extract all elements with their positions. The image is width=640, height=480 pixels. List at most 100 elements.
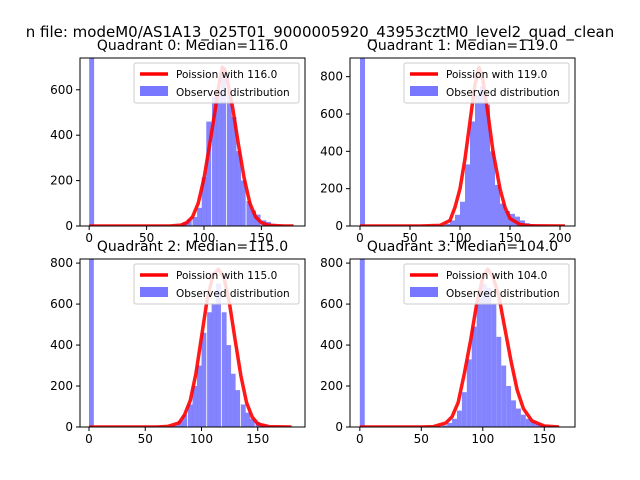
legend-entry-fit: Poission with 104.0 bbox=[446, 270, 547, 282]
y-tick-label: 0 bbox=[335, 219, 343, 233]
hist-bar bbox=[480, 86, 485, 226]
x-tick-label: 50 bbox=[139, 231, 154, 245]
plot-area bbox=[89, 259, 292, 427]
legend-bar-swatch bbox=[140, 287, 168, 297]
hist-bar bbox=[226, 89, 232, 226]
axes-frame bbox=[79, 258, 306, 428]
y-tick-label: 600 bbox=[50, 297, 73, 311]
legend-box bbox=[133, 62, 300, 104]
x-tick-label: 100 bbox=[449, 231, 472, 245]
hist-bar bbox=[211, 304, 217, 427]
y-tick-label: 400 bbox=[320, 338, 343, 352]
y-tick-label: 200 bbox=[320, 379, 343, 393]
hist-bar bbox=[470, 121, 475, 226]
hist-bar bbox=[450, 220, 455, 226]
x-tick-label: 0 bbox=[356, 231, 364, 245]
legend: Poission with 116.0 Observed distribution bbox=[133, 62, 300, 104]
y-tick-label: 0 bbox=[65, 219, 73, 233]
x-tick-label: 0 bbox=[85, 432, 93, 446]
legend-box bbox=[403, 263, 570, 305]
hist-bar bbox=[491, 304, 497, 427]
subplot-title: Quadrant 2: Median=115.0 bbox=[97, 239, 288, 255]
hist-bar bbox=[506, 386, 512, 427]
legend-entry-hist: Observed distribution bbox=[446, 288, 560, 300]
hist-bar bbox=[212, 96, 217, 226]
y-tick-label: 200 bbox=[320, 182, 343, 196]
y-tick-label: 400 bbox=[320, 144, 343, 158]
hist-bar bbox=[207, 312, 212, 427]
hist-bar bbox=[505, 211, 510, 226]
hist-bar bbox=[192, 386, 198, 427]
hist-bar bbox=[249, 418, 255, 427]
y-tick-label: 400 bbox=[50, 338, 73, 352]
subplot-quadrant-1: 0 50 100 150 200 0 200 400 600 800 Quadrant 1: Med… bbox=[320, 38, 576, 245]
legend-bar-swatch bbox=[410, 287, 438, 297]
hist-bar bbox=[240, 404, 246, 427]
hist-bar bbox=[490, 151, 495, 226]
legend-box bbox=[133, 263, 300, 305]
subplot-title: Quadrant 1: Median=119.0 bbox=[367, 38, 558, 54]
legend-entry-hist: Observed distribution bbox=[446, 87, 560, 99]
y-tick-label: 400 bbox=[50, 128, 73, 142]
hist-bar bbox=[246, 201, 252, 226]
hist-bar bbox=[231, 117, 237, 226]
hist-bar bbox=[216, 92, 222, 226]
hist-bar bbox=[461, 392, 467, 427]
axes-frame bbox=[79, 57, 306, 227]
hist-bar bbox=[460, 201, 465, 226]
y-tick-label: 600 bbox=[320, 107, 343, 121]
hist-bar bbox=[447, 422, 453, 427]
hist-bar bbox=[496, 336, 502, 427]
hist-bar bbox=[530, 421, 536, 427]
y-tick-label: 200 bbox=[50, 379, 73, 393]
hist-bar bbox=[476, 297, 482, 427]
hist-bar bbox=[240, 180, 246, 226]
x-tick-label: 0 bbox=[85, 231, 93, 245]
hist-bar bbox=[216, 283, 221, 427]
x-tick-label: 50 bbox=[414, 432, 429, 446]
hist-bar bbox=[471, 326, 477, 427]
y-tick-label: 800 bbox=[50, 256, 73, 270]
hist-bar bbox=[89, 58, 95, 226]
hist-bar bbox=[206, 121, 212, 226]
x-tick-label: 100 bbox=[471, 432, 494, 446]
hist-bar bbox=[495, 184, 500, 226]
y-tick-label: 600 bbox=[50, 83, 73, 97]
hist-bar bbox=[186, 219, 192, 226]
hist-bar bbox=[89, 259, 94, 427]
hist-bar bbox=[188, 404, 193, 427]
plot-area bbox=[359, 259, 561, 427]
y-tick-label: 200 bbox=[50, 174, 73, 188]
hist-bar bbox=[511, 400, 516, 427]
legend-entry-fit: Poission with 119.0 bbox=[446, 69, 547, 81]
hist-bar bbox=[520, 414, 526, 427]
hist-bar bbox=[235, 390, 241, 427]
legend-entry-hist: Observed distribution bbox=[176, 87, 290, 99]
hist-bar bbox=[475, 95, 480, 226]
hist-bar bbox=[455, 214, 460, 226]
x-tick-label: 150 bbox=[499, 231, 522, 245]
hist-bar bbox=[221, 67, 227, 226]
hist-bar bbox=[201, 332, 207, 427]
y-tick-label: 600 bbox=[320, 297, 343, 311]
hist-bar bbox=[465, 164, 470, 226]
hist-bar bbox=[226, 345, 232, 427]
legend-bar-swatch bbox=[410, 86, 438, 96]
y-tick-label: 0 bbox=[65, 420, 73, 434]
x-tick-label: 150 bbox=[246, 432, 269, 446]
hist-bar bbox=[359, 259, 365, 427]
hist-bar bbox=[251, 210, 256, 226]
axes-frame bbox=[349, 258, 576, 428]
y-tick-label: 0 bbox=[335, 420, 343, 434]
hist-bar bbox=[525, 418, 531, 427]
subplot-title: Quadrant 0: Median=116.0 bbox=[97, 38, 288, 54]
subplot-quadrant-2: 0 50 100 150 0 200 400 600 800 Quadrant 2: Median… bbox=[50, 239, 306, 446]
hist-bar bbox=[452, 418, 457, 427]
hist-bar bbox=[466, 359, 472, 427]
subplot-quadrant-0: 0 50 100 150 0 200 400 600 Quadrant 0: Median=11… bbox=[50, 38, 306, 245]
hist-bar bbox=[201, 177, 207, 226]
legend-bar-swatch bbox=[140, 86, 168, 96]
hist-bar bbox=[182, 414, 188, 427]
x-tick-label: 50 bbox=[138, 432, 153, 446]
